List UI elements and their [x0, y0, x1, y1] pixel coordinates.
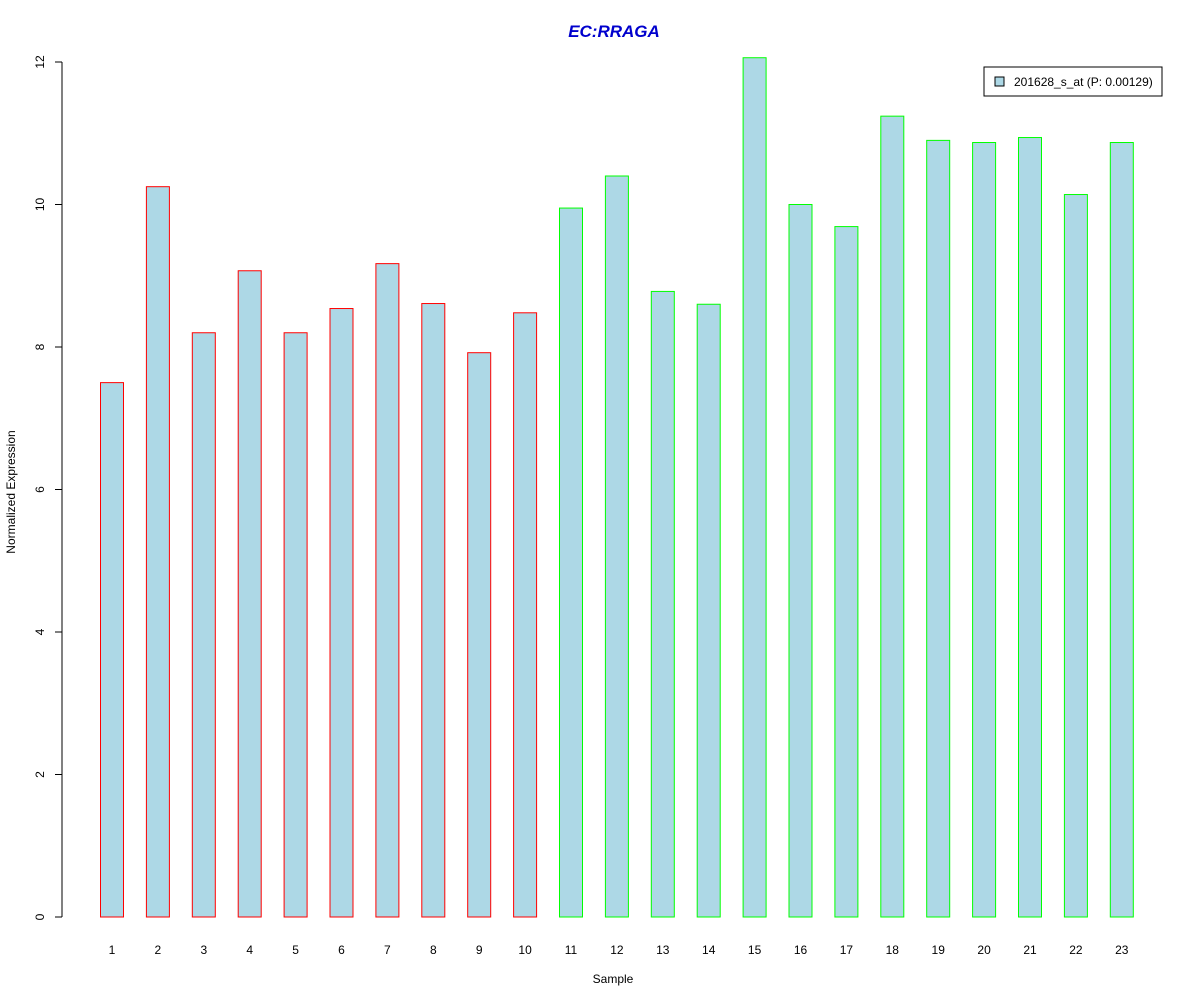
chart-title: EC:RRAGA	[568, 22, 660, 41]
bar	[375, 263, 400, 918]
x-tick-label: 1	[109, 943, 116, 957]
y-tick-label: 8	[33, 343, 47, 350]
x-tick-label: 4	[246, 943, 253, 957]
bar	[604, 175, 629, 918]
y-tick-label: 12	[33, 55, 47, 69]
x-tick-label: 15	[748, 943, 762, 957]
y-tick-label: 6	[33, 486, 47, 493]
x-tick-label: 22	[1069, 943, 1083, 957]
x-tick-label: 23	[1115, 943, 1129, 957]
bar	[329, 308, 354, 918]
bar	[742, 57, 767, 918]
x-tick-label: 17	[840, 943, 854, 957]
x-tick-label: 21	[1023, 943, 1037, 957]
bar	[650, 290, 675, 918]
x-tick-label: 20	[977, 943, 991, 957]
bars-group	[100, 57, 1134, 918]
x-tick-label: 13	[656, 943, 670, 957]
bar	[880, 115, 905, 918]
bar	[1018, 137, 1042, 918]
x-tick-label: 6	[338, 943, 345, 957]
x-axis-title: Sample	[593, 972, 634, 986]
bar	[421, 303, 446, 918]
bar	[237, 270, 262, 918]
y-tick-label: 4	[33, 628, 47, 635]
y-tick-label: 2	[33, 771, 47, 778]
bar	[283, 332, 308, 918]
x-tick-label: 12	[610, 943, 624, 957]
x-tick-label: 5	[292, 943, 299, 957]
legend: 201628_s_at (P: 0.00129)	[983, 66, 1163, 97]
bar	[788, 204, 813, 918]
bar	[834, 226, 859, 918]
x-tick-label: 9	[476, 943, 483, 957]
x-tick-label: 7	[384, 943, 391, 957]
bar	[926, 139, 951, 918]
x-tick-label: 10	[518, 943, 532, 957]
bar	[513, 312, 538, 918]
y-tick-label: 10	[33, 198, 47, 212]
legend-swatch	[994, 76, 1005, 87]
x-tick-label: 19	[932, 943, 946, 957]
legend-box	[983, 66, 1163, 97]
legend-label: 201628_s_at (P: 0.00129)	[1014, 75, 1153, 89]
y-axis: 0 2 4 6 8 10 12	[33, 55, 63, 920]
x-tick-labels: 1 2 3 4 5 6 7 8 9 10 11 12 13 14 15 16 17 18 19 20 21 22 23	[109, 943, 1129, 957]
bar	[559, 207, 583, 918]
x-tick-label: 11	[565, 943, 578, 957]
x-tick-label: 18	[886, 943, 900, 957]
y-axis-title: Normalized Expression	[4, 430, 18, 553]
bar	[467, 352, 492, 918]
x-tick-label: 3	[200, 943, 207, 957]
bar	[1063, 194, 1088, 918]
bar	[191, 332, 216, 918]
x-tick-label: 16	[794, 943, 808, 957]
y-tick-label: 0	[33, 913, 47, 920]
bar	[1109, 142, 1134, 918]
bar	[100, 382, 124, 918]
x-tick-label: 8	[430, 943, 437, 957]
bar	[696, 303, 721, 918]
x-tick-label: 14	[702, 943, 716, 957]
bar	[145, 186, 170, 918]
x-tick-label: 2	[155, 943, 162, 957]
bar	[972, 142, 997, 918]
